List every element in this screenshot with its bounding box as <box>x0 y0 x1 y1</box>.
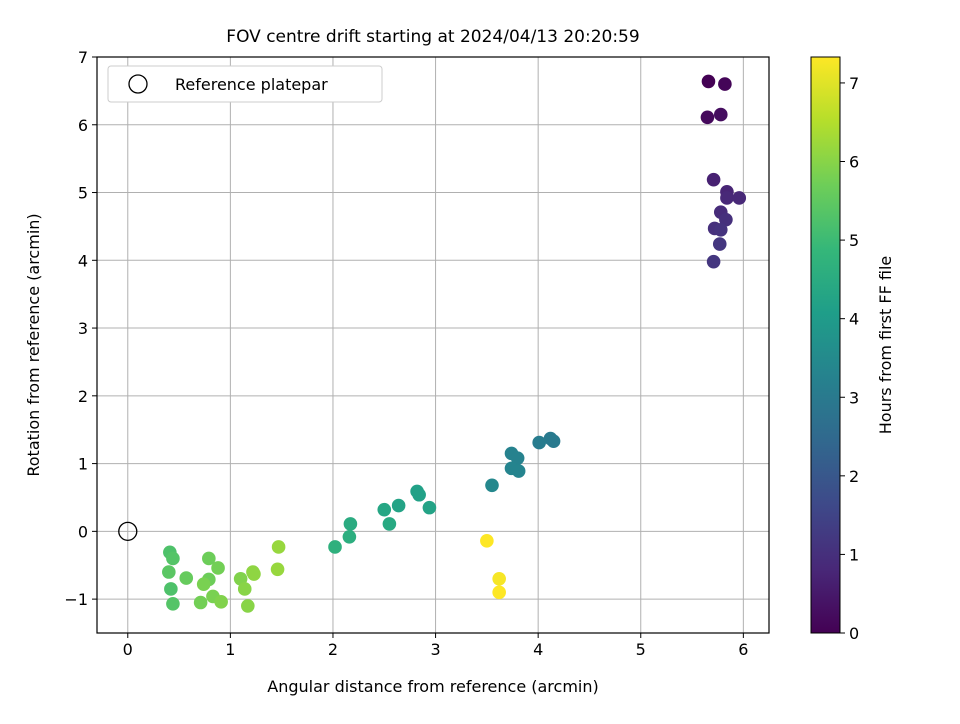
colorbar-tick-label: 7 <box>849 74 859 93</box>
data-point <box>214 595 228 609</box>
legend-label: Reference platepar <box>175 75 328 94</box>
data-point <box>492 585 506 600</box>
data-point <box>422 500 437 515</box>
colorbar-tick-label: 6 <box>849 153 859 172</box>
y-tick-label: 4 <box>78 251 88 270</box>
legend: Reference platepar <box>107 65 383 103</box>
x-tick-label: 4 <box>533 640 543 659</box>
data-point <box>701 74 716 89</box>
colorbar-tick-label: 0 <box>849 624 859 643</box>
data-point <box>532 435 546 450</box>
data-point <box>162 565 176 579</box>
y-tick-label: 0 <box>78 522 88 541</box>
data-point <box>270 562 285 577</box>
colorbar-ticks: 0 1 2 3 4 5 6 7 <box>840 74 859 643</box>
data-point <box>382 517 397 531</box>
data-point <box>511 464 526 478</box>
colorbar-label: Hours from first FF file <box>876 256 895 435</box>
y-axis-ticks: −1 0 1 2 3 4 5 6 7 <box>64 48 97 609</box>
data-point <box>412 487 426 502</box>
data-point <box>700 110 715 125</box>
data-point <box>485 478 499 493</box>
data-point <box>712 237 727 251</box>
data-point <box>328 540 342 554</box>
data-point <box>166 597 180 611</box>
legend-marker-icon <box>128 74 148 94</box>
data-point <box>241 599 255 613</box>
data-point <box>732 191 747 205</box>
colorbar-tick-label: 3 <box>849 388 859 407</box>
colorbar-tick-label: 1 <box>849 545 859 564</box>
x-tick-label: 5 <box>636 640 646 659</box>
data-point <box>233 571 248 586</box>
data-point <box>164 582 178 596</box>
data-points <box>118 74 747 613</box>
data-point <box>720 191 734 205</box>
chart-title: FOV centre drift starting at 2024/04/13 … <box>226 27 639 47</box>
data-point <box>237 582 252 596</box>
x-axis-ticks: 0 1 2 3 4 5 6 <box>123 633 748 659</box>
y-tick-label: 2 <box>78 387 88 406</box>
data-point <box>377 502 392 517</box>
data-point <box>510 451 525 465</box>
x-tick-label: 0 <box>123 640 133 659</box>
data-point <box>211 561 225 575</box>
reference-platepar-marker <box>118 521 138 542</box>
colorbar-gradient <box>810 56 841 634</box>
data-point <box>343 517 358 531</box>
data-point <box>719 212 733 227</box>
data-point <box>391 498 406 513</box>
data-point <box>492 571 506 586</box>
y-tick-label: 1 <box>78 455 88 474</box>
colorbar-tick-label: 5 <box>849 231 859 250</box>
x-tick-label: 3 <box>430 640 440 659</box>
x-axis-label: Angular distance from reference (arcmin) <box>267 677 598 696</box>
data-point <box>713 223 728 237</box>
plot-frame <box>96 56 770 634</box>
x-tick-label: 6 <box>738 640 748 659</box>
colorbar-tick-label: 4 <box>849 310 859 329</box>
data-point <box>713 107 728 122</box>
data-point <box>196 577 211 592</box>
x-tick-label: 1 <box>225 640 235 659</box>
y-tick-label: 6 <box>78 116 88 135</box>
data-point <box>342 529 357 544</box>
y-tick-label: 7 <box>78 48 88 67</box>
data-point <box>480 534 494 548</box>
legend-box <box>107 65 383 103</box>
grid-lines <box>97 56 769 633</box>
data-point <box>247 567 261 581</box>
data-point <box>706 254 721 269</box>
data-point <box>166 551 180 566</box>
data-point <box>179 571 194 585</box>
x-tick-label: 2 <box>328 640 338 659</box>
colorbar-tick-label: 2 <box>849 467 859 486</box>
colorbar: 0 1 2 3 4 5 6 7 Hours from first FF file <box>810 56 895 643</box>
y-axis-label: Rotation from reference (arcmin) <box>24 213 43 476</box>
data-point <box>718 77 732 91</box>
data-point <box>271 540 286 554</box>
y-tick-label: 3 <box>78 319 88 338</box>
y-tick-label: −1 <box>64 590 88 609</box>
data-point <box>193 595 208 610</box>
y-tick-label: 5 <box>78 184 88 203</box>
data-point <box>202 551 216 566</box>
data-point <box>706 172 721 187</box>
data-point <box>546 434 561 449</box>
